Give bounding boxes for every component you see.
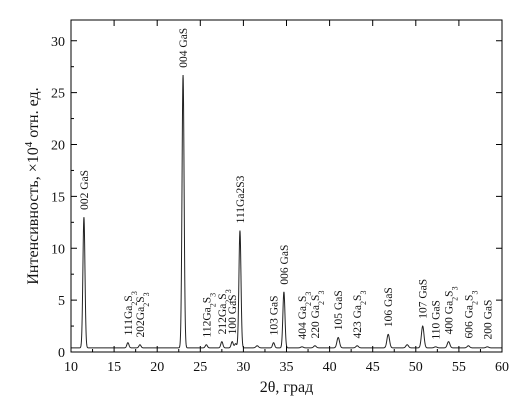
peak-label: 200 GaS — [482, 300, 494, 340]
peak-label: 110 GaS — [431, 300, 443, 340]
spectrum-line — [71, 74, 502, 349]
y-tick-label: 5 — [58, 294, 65, 309]
peak-label: 111Ga2S3 — [235, 175, 247, 223]
peak-label: 606 Ga2S3 — [463, 291, 479, 339]
peak-label: 212Ga2S3 — [217, 289, 233, 334]
peak-label: 103 GaS — [269, 295, 281, 335]
x-tick-label: 10 — [64, 360, 78, 375]
peak-label: 105 GaS — [333, 290, 345, 330]
x-tick-label: 50 — [409, 360, 423, 375]
peak-label: 202Ga2S3 — [135, 292, 151, 337]
peak-label: 111Ga2S3 — [123, 291, 139, 335]
x-tick-label: 40 — [323, 360, 337, 375]
peak-label: 404 Ga2S3 — [297, 292, 313, 340]
y-tick-label: 25 — [51, 87, 65, 102]
peak-label: 002 GaS — [79, 170, 91, 210]
y-tick-label: 30 — [51, 35, 65, 50]
peak-label: 006 GaS — [279, 245, 291, 285]
x-tick-label: 35 — [280, 360, 294, 375]
y-axis: 0 5 10 15 20 25 30 — [51, 35, 502, 361]
y-tick-label: 15 — [51, 190, 65, 205]
peak-label: 107 GaS — [418, 279, 430, 319]
peak-label: 220 Ga2S3 — [310, 291, 326, 339]
x-tick-label: 30 — [236, 360, 250, 375]
y-axis-title: Интенсивность, ×104 отн. ед. — [23, 87, 42, 284]
y-tick-label: 0 — [58, 346, 65, 361]
y-tick-label: 20 — [51, 139, 65, 154]
peak-label: 112Ga2S3 — [201, 293, 217, 338]
x-tick-label: 45 — [366, 360, 380, 375]
peak-label: 106 GaS — [383, 287, 395, 327]
y-tick-label: 10 — [51, 242, 65, 257]
x-axis: 10 15 20 25 30 35 40 45 50 55 60 — [64, 20, 509, 375]
peak-label: 004 GaS — [178, 28, 190, 68]
x-tick-label: 15 — [107, 360, 121, 375]
peak-label: 100 GaS — [227, 294, 239, 334]
x-tick-label: 20 — [150, 360, 164, 375]
x-tick-label: 55 — [452, 360, 466, 375]
peak-label: 423 Ga2S3 — [352, 291, 368, 339]
peak-label: 400 Ga2S3 — [444, 286, 460, 334]
x-axis-title: 2θ, град — [260, 379, 313, 396]
x-tick-label: 60 — [495, 360, 509, 375]
x-tick-label: 25 — [193, 360, 207, 375]
